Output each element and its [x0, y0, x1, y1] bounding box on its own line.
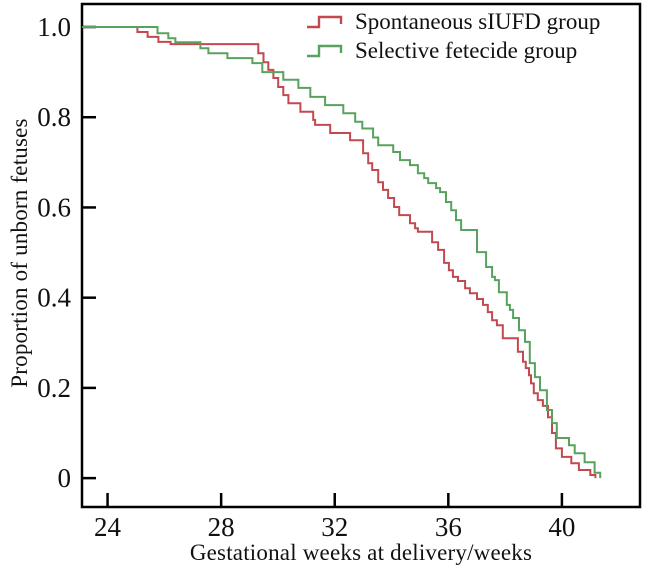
survival-curve-selective-fetecide	[82, 26, 602, 479]
y-tick-label: 0.8	[37, 102, 71, 132]
legend: Spontaneous sIUFD group Selective feteci…	[305, 9, 600, 64]
x-tick-label: 28	[208, 512, 235, 542]
step-line-icon	[307, 15, 343, 29]
x-tick-label: 40	[548, 512, 575, 542]
x-tick-label: 32	[321, 512, 348, 542]
y-tick-label: 0.6	[37, 192, 71, 222]
survival-curve-spontaneous-siufd	[82, 26, 597, 479]
legend-item-spontaneous-siufd: Spontaneous sIUFD group	[305, 9, 600, 35]
x-axis-title: Gestational weeks at delivery/weeks	[189, 540, 533, 565]
step-line-icon	[307, 44, 343, 58]
x-tick-label: 24	[94, 512, 122, 542]
y-tick-label: 0	[58, 463, 72, 493]
legend-item-selective-fetecide: Selective fetecide group	[305, 38, 600, 64]
y-tick-label: 0.4	[37, 283, 71, 313]
x-tick-label: 36	[435, 512, 462, 542]
legend-label: Selective fetecide group	[355, 38, 578, 63]
y-tick-label: 0.2	[37, 373, 71, 403]
plot-box-spines	[80, 2, 642, 509]
y-tick-label: 1.0	[37, 12, 71, 42]
y-axis-title: Proportion of unborn fetuses	[7, 118, 32, 388]
legend-label: Spontaneous sIUFD group	[355, 9, 601, 34]
